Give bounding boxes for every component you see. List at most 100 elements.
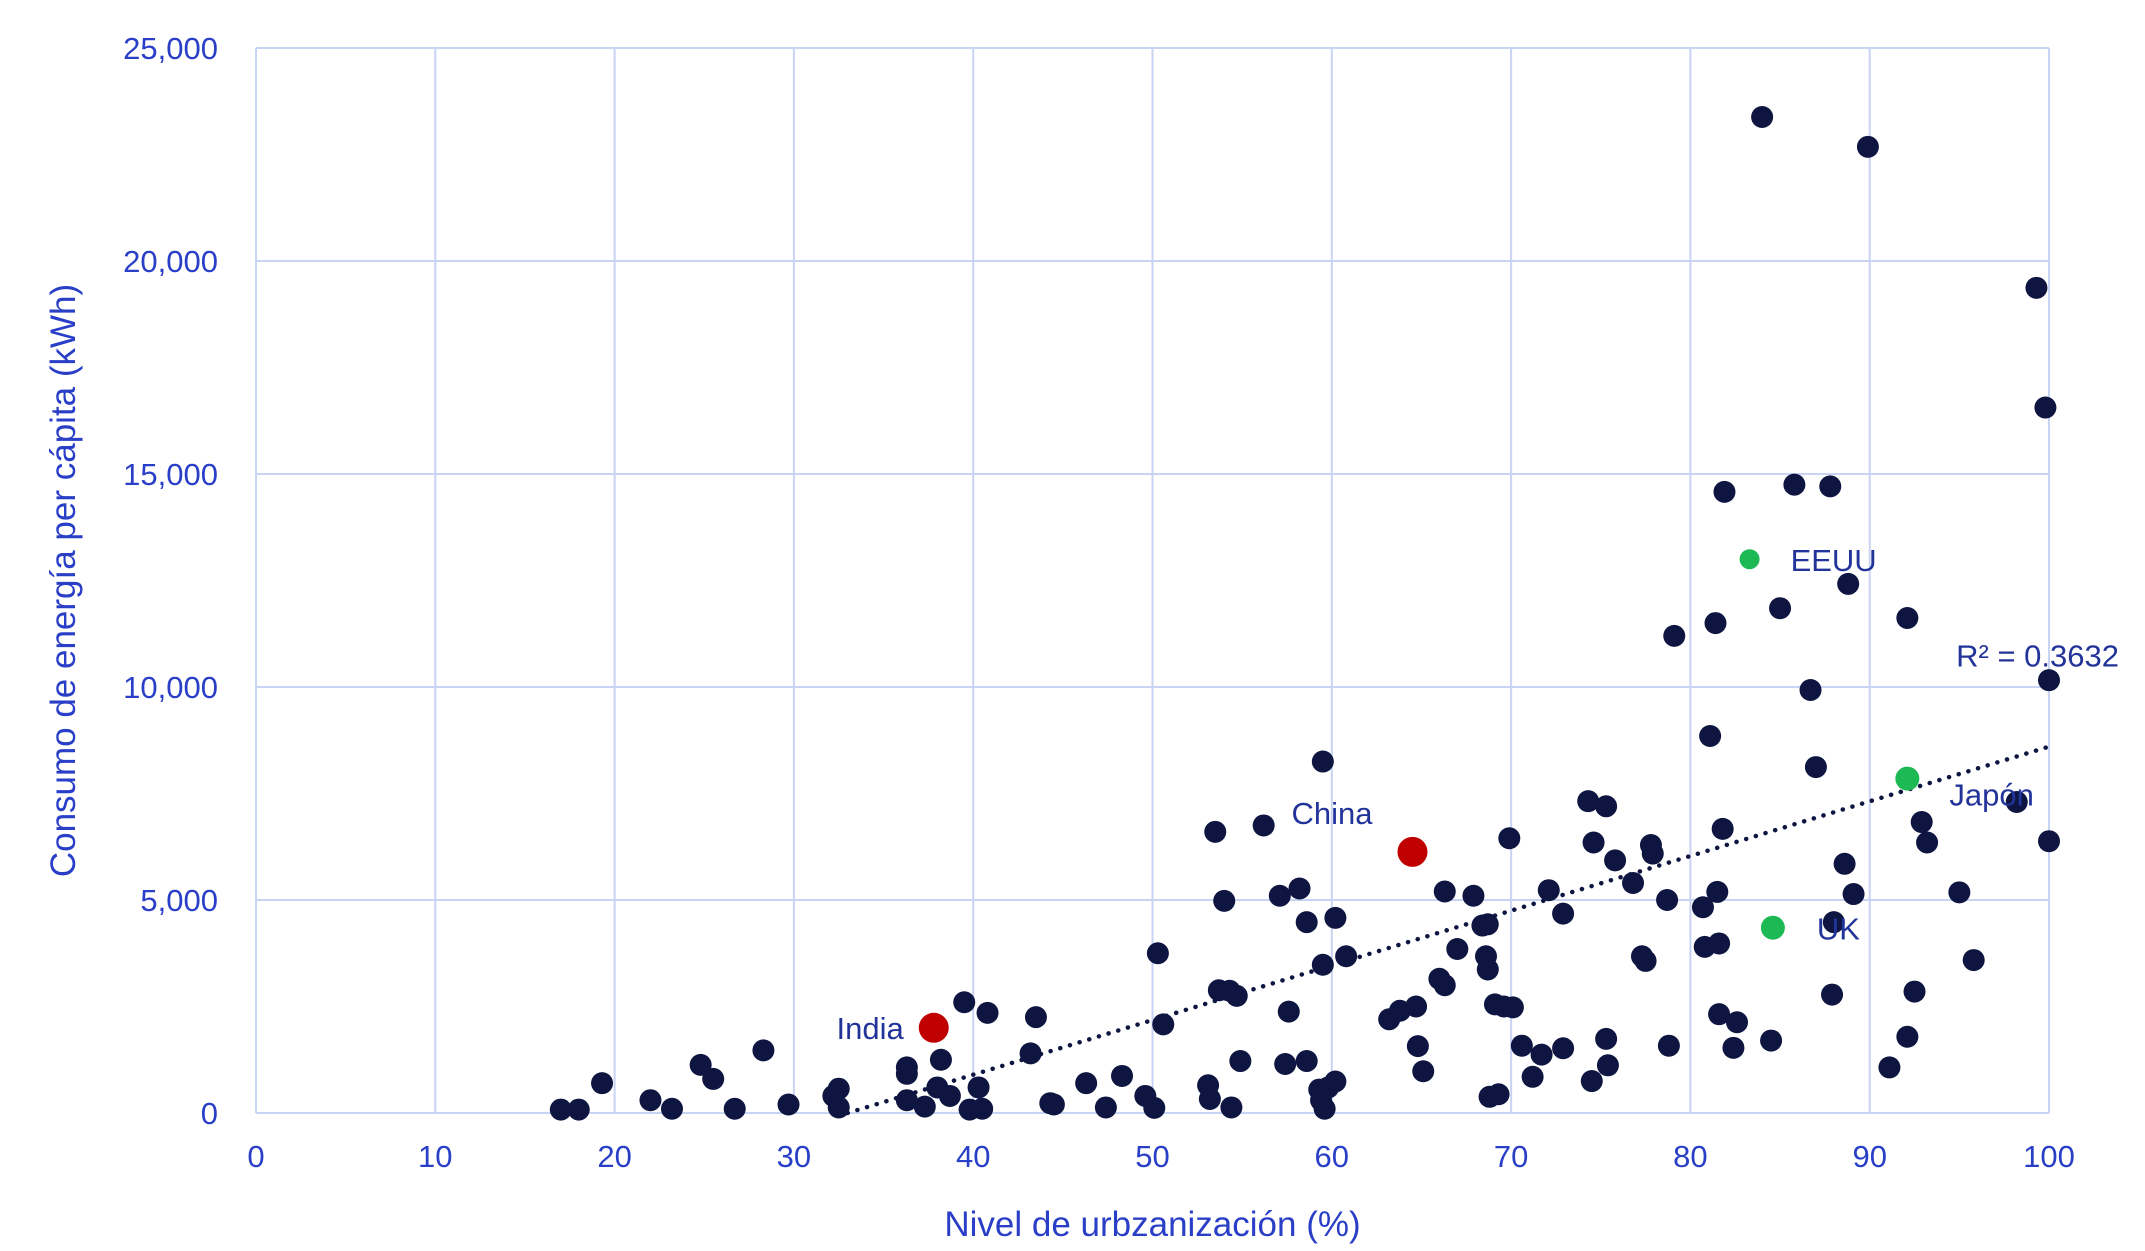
data-point (1143, 1096, 1166, 1119)
data-point (1821, 983, 1844, 1006)
data-point (1878, 1056, 1901, 1079)
data-point (2038, 669, 2060, 692)
data-point (777, 1093, 800, 1116)
data-point (1896, 1025, 1919, 1048)
data-point (1277, 1000, 1300, 1023)
data-point (1910, 811, 1933, 834)
x-tick-label: 90 (1852, 1139, 1886, 1174)
data-point (1726, 1011, 1749, 1034)
data-point (1406, 1035, 1429, 1058)
data-point (1708, 932, 1731, 955)
data-point (639, 1089, 662, 1112)
data-point (702, 1067, 725, 1090)
data-point (1433, 974, 1456, 997)
data-point (2034, 396, 2057, 419)
x-tick-label: 100 (2023, 1139, 2075, 1174)
y-tick-label: 20,000 (123, 244, 218, 279)
data-point (1833, 852, 1856, 875)
data-point (1042, 1093, 1065, 1116)
data-point (1462, 884, 1485, 907)
data-point (1552, 1037, 1575, 1060)
data-point (1760, 1029, 1783, 1052)
data-point (1896, 606, 1919, 629)
data-point (1711, 817, 1734, 840)
annotation-china: China (1291, 796, 1373, 831)
data-point (1225, 984, 1248, 1007)
x-tick-label: 40 (956, 1139, 990, 1174)
x-tick-label: 10 (418, 1139, 452, 1174)
highlight-point-japon (1895, 766, 1920, 791)
data-point (1405, 995, 1428, 1018)
data-point (567, 1098, 590, 1121)
data-point (1152, 1013, 1175, 1036)
data-point (1521, 1065, 1544, 1088)
data-point (1295, 1050, 1318, 1073)
data-point (591, 1072, 614, 1095)
data-point (1198, 1087, 1221, 1110)
y-tick-labels: 0 5,000 10,000 15,000 20,000 25,000 (123, 31, 218, 1131)
data-point (752, 1039, 775, 1062)
data-point (1622, 871, 1645, 894)
data-point (1433, 880, 1456, 903)
data-points (549, 106, 2060, 1121)
data-point (1111, 1064, 1134, 1087)
data-point (1146, 942, 1169, 965)
data-point (1804, 756, 1827, 779)
data-point (913, 1095, 936, 1118)
highlight-point-china (1397, 836, 1428, 867)
data-point (1722, 1036, 1745, 1059)
highlight-point-india (918, 1012, 949, 1043)
data-point (1537, 879, 1560, 902)
data-point (1324, 906, 1347, 929)
y-tick-label: 0 (201, 1096, 218, 1131)
data-point (1595, 1027, 1618, 1050)
data-point (1530, 1043, 1553, 1066)
highlighted-points: India China EEUU UK Japón (837, 543, 2034, 1046)
y-tick-label: 15,000 (123, 457, 218, 492)
data-point (1577, 790, 1600, 813)
data-point (1311, 750, 1334, 773)
data-point (976, 1001, 999, 1024)
data-point (1252, 814, 1275, 837)
r-squared-label: R² = 0.3632 (1956, 639, 2119, 674)
annotation-india: India (837, 1011, 905, 1046)
annotation-eeuu: EEUU (1791, 543, 1877, 578)
data-point (895, 1062, 918, 1085)
data-point (1769, 597, 1792, 620)
y-tick-label: 10,000 (123, 670, 218, 705)
data-point (1498, 827, 1521, 850)
data-point (1708, 1003, 1731, 1026)
data-point (1903, 980, 1926, 1003)
data-point (1657, 1034, 1680, 1057)
highlight-point-uk (1760, 915, 1785, 940)
data-point (929, 1048, 952, 1071)
data-point (689, 1053, 712, 1076)
data-point (1220, 1096, 1243, 1119)
data-point (1501, 996, 1524, 1019)
data-point (1487, 1083, 1510, 1106)
trendline (845, 744, 2052, 1116)
data-point (1799, 678, 1822, 701)
y-tick-label: 5,000 (140, 883, 218, 918)
data-point (1295, 911, 1318, 934)
data-point (1842, 883, 1865, 906)
data-point (1595, 795, 1618, 818)
data-point (1024, 1006, 1047, 1029)
data-point (1706, 880, 1729, 903)
data-point (1476, 913, 1499, 936)
data-point (660, 1097, 683, 1120)
data-point (1094, 1096, 1117, 1119)
data-point (827, 1077, 850, 1100)
y-tick-label: 25,000 (123, 31, 218, 66)
data-point (1213, 889, 1236, 912)
data-point (1822, 911, 1845, 934)
x-axis-title: Nivel de urbzanización (%) (944, 1205, 1360, 1244)
data-point (1288, 877, 1311, 900)
data-point (1274, 1053, 1297, 1076)
x-tick-label: 20 (597, 1139, 631, 1174)
annotation-japon: Japón (1949, 778, 2033, 813)
data-point (1552, 902, 1575, 925)
data-point (1604, 849, 1627, 872)
data-point (1510, 1034, 1533, 1057)
